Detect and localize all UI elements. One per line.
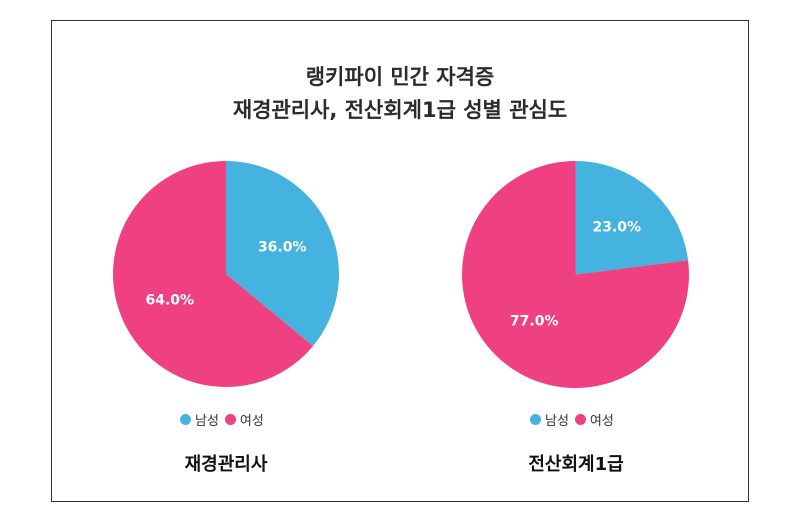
chart-title-line2: 재경관리사, 전산회계1급 성별 관심도 [232,98,568,122]
data-label-male: 23.0% [592,220,641,236]
chart-title-line1: 랭키파이 민간 자격증 [305,65,495,89]
legend-item-male: 남성 [530,410,569,429]
slice-male [575,161,689,275]
legend-swatch-male [530,414,541,425]
pie-chart-1: 36.0% 64.0% [112,161,339,387]
slice-male [226,161,339,347]
legend-label-male: 남성 [195,414,219,429]
legend-swatch-female [574,414,586,425]
legend-item-male: 남성 [180,410,219,429]
data-label-female: 77.0% [510,313,559,329]
data-label-male: 36.0% [258,240,307,256]
legend-item-female: 여성 [574,410,614,429]
legend-item-female: 여성 [224,410,264,429]
chart-1-label: 재경관리사 [184,454,268,475]
legend-label-female: 여성 [239,414,264,429]
legend-label-male: 남성 [545,414,569,429]
legend-swatch-male [180,414,191,425]
legend-1: 남성 여성 [180,410,264,429]
legend-swatch-female [224,414,236,425]
data-label-female: 64.0% [145,292,194,308]
legend-2: 남성 여성 [530,410,614,429]
pie-chart-2: 23.0% 77.0% [461,161,689,388]
slice-female [461,161,689,388]
legend-label-female: 여성 [589,414,614,429]
chart-2-label: 전산회계1급 [528,454,624,475]
slice-female [112,161,314,387]
